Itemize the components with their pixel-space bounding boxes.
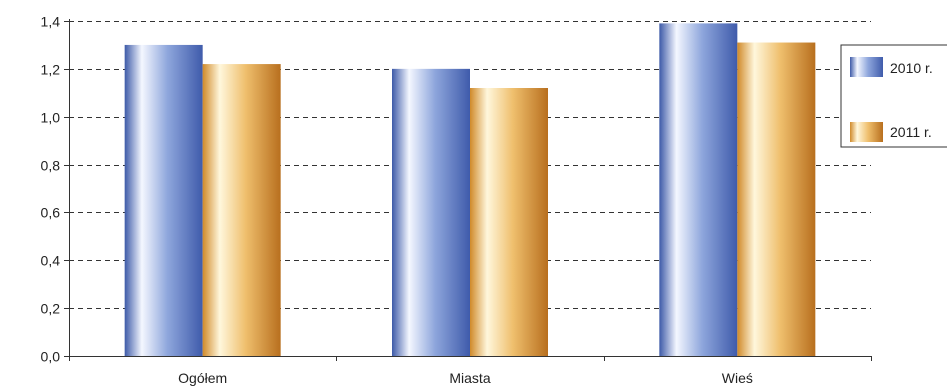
x-tick-label: Ogółem — [178, 370, 227, 386]
bars — [124, 23, 816, 357]
y-tick-label: 0,8 — [41, 158, 61, 174]
legend: 2010 r. 2011 r. — [840, 44, 947, 148]
bar-2010 — [124, 44, 203, 357]
legend-swatch-2010 — [850, 57, 883, 77]
legend-label-2010: 2010 r. — [890, 60, 933, 76]
bar-2010 — [392, 68, 470, 356]
bar-2011 — [737, 42, 816, 357]
y-tick-label: 1,4 — [41, 14, 61, 30]
y-tick-label: 1,2 — [41, 62, 61, 78]
bar-2011 — [202, 64, 281, 357]
x-axis: Ogółem Miasta Wieś — [69, 356, 872, 386]
x-tick-label: Wieś — [722, 370, 753, 386]
legend-label-2011: 2011 r. — [890, 124, 932, 140]
y-axis: 0,0 0,2 0,4 0,6 0,8 1,0 1,2 1,4 — [41, 14, 70, 365]
y-tick-label: 0,2 — [41, 301, 61, 317]
legend-swatch-2011 — [850, 122, 883, 142]
y-tick-label: 1,0 — [41, 110, 61, 126]
bar-2010 — [659, 23, 738, 357]
x-tick-label: Miasta — [449, 370, 490, 386]
y-tick-label: 0,4 — [41, 253, 61, 269]
y-tick-label: 0,6 — [41, 205, 61, 221]
y-tick-label: 0,0 — [41, 349, 61, 365]
bar-2011 — [470, 88, 548, 356]
